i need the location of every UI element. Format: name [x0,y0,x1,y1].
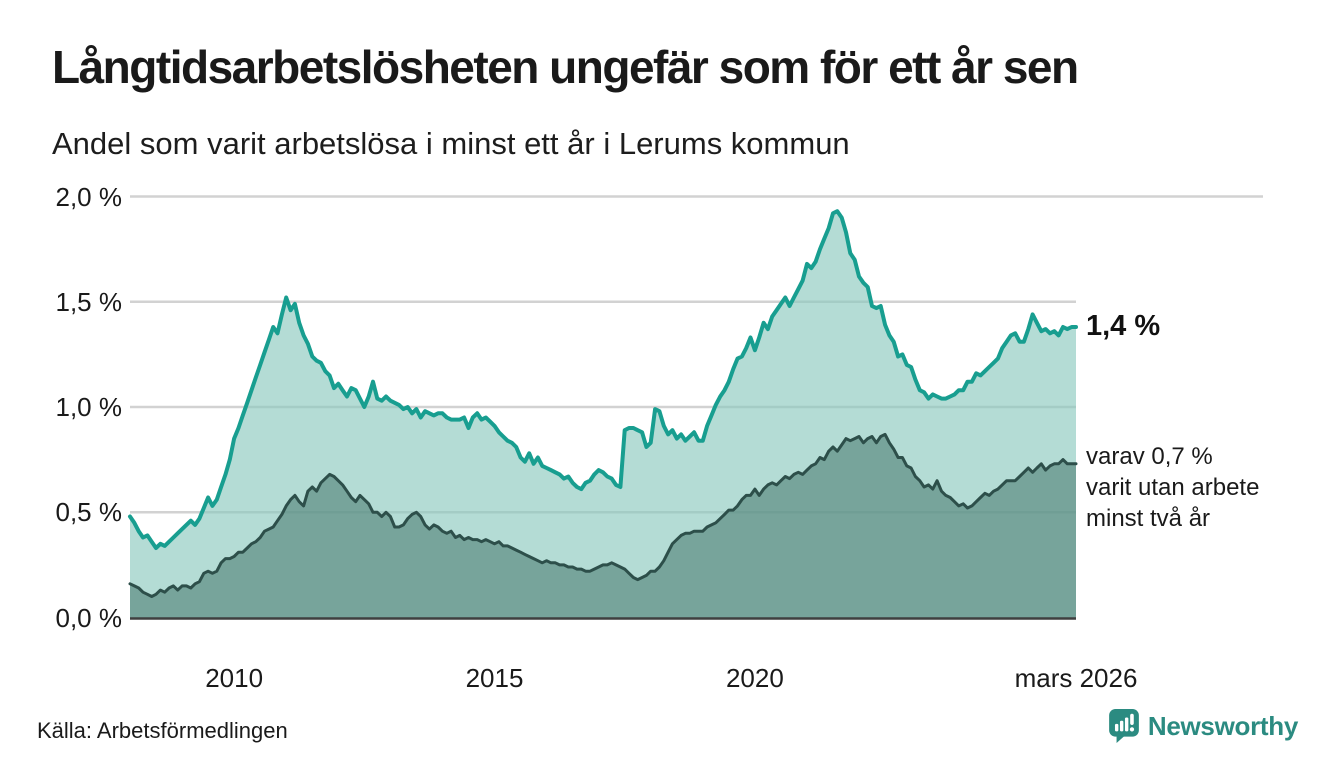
y-tick-label: 1,0 % [55,392,123,422]
chart-subtitle: Andel som varit arbetslösa i minst ett å… [52,126,850,161]
x-tick-label: 2020 [725,663,784,693]
two-year-annotation: varav 0,7 % varit utan arbete minst två … [1086,441,1259,534]
y-tick-label: 0,5 % [55,497,123,528]
newsworthy-logo-text: Newsworthy [1147,710,1298,741]
two-year-annotation-line: minst två år [1086,505,1211,532]
y-tick-label: 1,5 % [55,286,123,317]
y-tick-label: 2,0 % [55,181,123,212]
x-tick-label: 2015 [465,663,524,693]
newsworthy-bubble-chart-icon [1108,709,1139,743]
two-year-annotation-line: varit utan arbete [1086,474,1260,501]
newsworthy-logo: Newsworthy [1108,709,1298,743]
latest-value-annotation: 1,4 % [1086,310,1161,342]
source-note: Källa: Arbetsförmedlingen [37,718,288,743]
area-unemployed-two-year [130,434,1076,618]
line-unemployed-two-year [128,432,1078,598]
line-unemployed-one-year [128,209,1078,550]
x-tick-label: mars 2026 [1014,663,1138,693]
two-year-annotation-line: varav 0,7 % [1086,443,1213,470]
x-tick-label: 2010 [205,663,264,693]
y-tick-label: 0,0 % [55,602,123,633]
page-title: Långtidsarbetslösheten ungefär som för e… [52,41,1079,93]
